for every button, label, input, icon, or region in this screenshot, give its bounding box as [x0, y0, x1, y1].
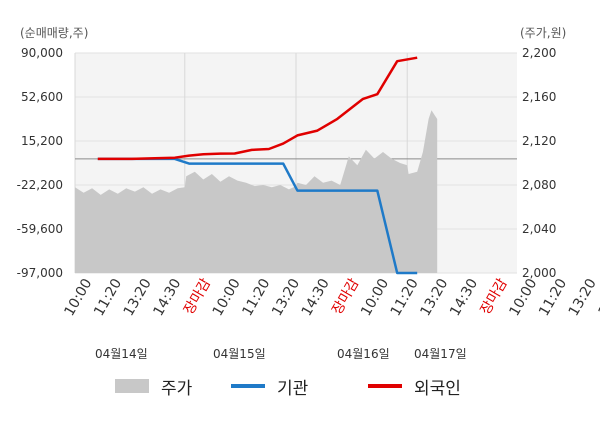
x-tick-label: 14:30: [299, 276, 333, 319]
right-tick-label: 2,120: [522, 134, 556, 148]
left-axis-ticks: 90,000 52,600 15,200 -22,200 -59,600 -97,000: [17, 46, 63, 280]
x-tick-label: 11:20: [91, 276, 125, 319]
right-tick-label: 2,160: [522, 90, 556, 104]
x-tick: 14:30: [447, 276, 481, 319]
price-area: [75, 110, 438, 273]
left-tick-label: -97,000: [17, 266, 63, 280]
x-tick-label: 13:20: [566, 276, 600, 319]
legend: 주가 기관 외국인: [0, 374, 600, 404]
x-tick-label: 10:00: [61, 276, 95, 319]
right-axis-ticks: 2,200 2,160 2,120 2,080 2,040 2,000: [522, 46, 556, 280]
x-tick: 14:30: [299, 276, 333, 319]
date-label: 04월16일: [337, 347, 390, 361]
flow-lines-layer: [97, 56, 418, 275]
x-tick: 11:20: [239, 276, 273, 319]
x-tick-label: 13:20: [269, 276, 303, 319]
x-tick: 13:20: [417, 276, 451, 319]
legend-label-foreign: 외국인: [414, 378, 461, 399]
x-tick-label: 10:00: [358, 276, 392, 319]
right-tick-label: 2,040: [522, 222, 556, 236]
left-tick-label: -59,600: [17, 222, 63, 236]
x-tick-label: 10:00: [210, 276, 244, 319]
x-tick-label: 11:20: [239, 276, 273, 319]
x-tick-label: 14:30: [447, 276, 481, 319]
right-axis-unit: (주가,원): [520, 26, 566, 40]
right-tick-label: 2,000: [522, 266, 556, 280]
x-tick: 10:00: [61, 276, 95, 319]
left-tick-label: -22,200: [17, 178, 63, 192]
price-area-layer: [75, 110, 438, 273]
x-tick: 13:20: [566, 276, 600, 319]
legend-swatch-price: [115, 379, 149, 393]
right-tick-label: 2,200: [522, 46, 556, 60]
legend-item-foreign: 외국인: [368, 374, 461, 399]
x-tick-label: 14:30: [150, 276, 184, 319]
legend-label-price: 주가: [161, 378, 193, 399]
x-axis-ticks: 10:0011:2013:2014:30장마감10:0011:2013:2014…: [61, 276, 600, 319]
x-tick-label: 10:00: [506, 276, 540, 319]
x-tick-label: 13:20: [121, 276, 155, 319]
x-tick: 10:00: [358, 276, 392, 319]
institution-line: [97, 157, 418, 275]
legend-swatch-institution: [231, 384, 265, 388]
x-tick: 10:00: [210, 276, 244, 319]
date-label: 04월14일: [95, 347, 148, 361]
legend-label-institution: 기관: [277, 378, 309, 399]
date-label: 04월15일: [213, 347, 266, 361]
foreign-line: [97, 56, 418, 161]
left-axis-unit: (순매매량,주): [20, 26, 88, 40]
legend-swatch-foreign: [368, 384, 402, 388]
left-tick-label: 15,200: [21, 134, 63, 148]
left-tick-label: 52,600: [21, 90, 63, 104]
x-tick: 11:20: [536, 276, 570, 319]
x-tick: 13:20: [269, 276, 303, 319]
left-tick-label: 90,000: [21, 46, 63, 60]
x-tick: 14:30: [150, 276, 184, 319]
x-tick-label: 11:20: [536, 276, 570, 319]
legend-item-price: 주가: [115, 374, 193, 399]
x-tick-label: 11:20: [388, 276, 422, 319]
x-tick: 10:00: [506, 276, 540, 319]
date-label: 04월17일: [414, 347, 467, 361]
date-labels: 04월14일 04월15일 04월16일 04월17일: [95, 347, 467, 361]
x-tick: 11:20: [388, 276, 422, 319]
x-tick: 13:20: [121, 276, 155, 319]
x-tick-label: 13:20: [417, 276, 451, 319]
right-tick-label: 2,080: [522, 178, 556, 192]
x-tick: 11:20: [91, 276, 125, 319]
legend-item-institution: 기관: [231, 374, 309, 399]
